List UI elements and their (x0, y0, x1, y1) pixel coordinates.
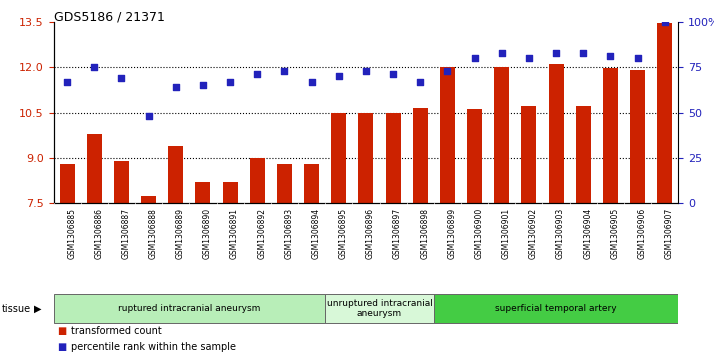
Bar (331, 113, 346, 203)
Bar (575, 106, 590, 203)
Text: ■: ■ (57, 342, 66, 352)
Text: GSM1306903: GSM1306903 (556, 208, 565, 259)
Text: GSM1306894: GSM1306894 (311, 208, 321, 259)
Bar (630, 70, 645, 203)
Point (659, 19, 670, 25)
Point (415, 79, 426, 85)
Text: GSM1306885: GSM1306885 (67, 208, 76, 259)
Point (306, 79, 317, 85)
Text: GSM1306906: GSM1306906 (638, 208, 647, 259)
Bar (413, 108, 428, 203)
Text: GSM1306900: GSM1306900 (475, 208, 483, 259)
FancyBboxPatch shape (434, 294, 678, 323)
Bar (304, 164, 319, 203)
Text: GSM1306901: GSM1306901 (502, 208, 511, 259)
Bar (250, 158, 265, 203)
Point (224, 79, 236, 85)
Text: transformed count: transformed count (71, 326, 162, 336)
Point (116, 75, 127, 81)
Point (143, 113, 154, 119)
Text: GSM1306896: GSM1306896 (366, 208, 375, 259)
Text: GSM1306907: GSM1306907 (665, 208, 674, 259)
Bar (548, 64, 563, 203)
Point (469, 55, 481, 61)
Text: unruptured intracranial
aneurysm: unruptured intracranial aneurysm (326, 299, 433, 318)
Bar (60, 164, 74, 203)
Bar (521, 106, 536, 203)
Text: GSM1306887: GSM1306887 (121, 208, 131, 259)
Bar (169, 146, 183, 203)
Text: GSM1306893: GSM1306893 (284, 208, 293, 259)
Bar (658, 23, 672, 203)
Text: ■: ■ (57, 326, 66, 336)
Point (523, 55, 535, 61)
Bar (467, 109, 482, 203)
Text: GSM1306905: GSM1306905 (610, 208, 619, 259)
Point (61, 79, 73, 85)
Text: GSM1306886: GSM1306886 (94, 208, 104, 259)
Point (578, 50, 589, 56)
Point (251, 72, 263, 77)
Text: tissue: tissue (1, 303, 31, 314)
Text: GSM1306890: GSM1306890 (203, 208, 212, 259)
Bar (87, 134, 102, 203)
Bar (603, 68, 618, 203)
Point (632, 55, 643, 61)
Point (170, 84, 181, 90)
Bar (114, 161, 129, 203)
Text: GDS5186 / 21371: GDS5186 / 21371 (54, 11, 164, 24)
Text: GSM1306891: GSM1306891 (230, 208, 239, 259)
Bar (494, 67, 509, 203)
Point (605, 53, 616, 59)
Text: GSM1306889: GSM1306889 (176, 208, 185, 259)
FancyBboxPatch shape (54, 294, 325, 323)
Bar (223, 182, 238, 203)
Point (550, 50, 562, 56)
Text: GSM1306898: GSM1306898 (421, 208, 429, 259)
Bar (440, 67, 455, 203)
Text: GSM1306895: GSM1306895 (338, 208, 348, 259)
Text: GSM1306902: GSM1306902 (529, 208, 538, 259)
Point (442, 68, 453, 74)
Bar (358, 113, 373, 203)
Text: percentile rank within the sample: percentile rank within the sample (71, 342, 236, 352)
Text: GSM1306897: GSM1306897 (393, 208, 402, 259)
Bar (277, 164, 292, 203)
Point (388, 72, 399, 77)
Bar (196, 182, 211, 203)
FancyBboxPatch shape (325, 294, 434, 323)
Text: GSM1306888: GSM1306888 (149, 208, 158, 258)
Point (361, 68, 372, 74)
Point (197, 82, 208, 88)
Point (496, 50, 508, 56)
Point (278, 68, 290, 74)
Point (89, 64, 100, 70)
Text: GSM1306904: GSM1306904 (583, 208, 592, 259)
Bar (141, 196, 156, 203)
Text: superficial temporal artery: superficial temporal artery (496, 304, 617, 313)
Text: GSM1306892: GSM1306892 (257, 208, 266, 259)
Bar (386, 113, 401, 203)
Point (333, 73, 344, 79)
Text: ruptured intracranial aneurysm: ruptured intracranial aneurysm (119, 304, 261, 313)
Text: GSM1306899: GSM1306899 (448, 208, 456, 259)
Text: ▶: ▶ (34, 303, 42, 314)
